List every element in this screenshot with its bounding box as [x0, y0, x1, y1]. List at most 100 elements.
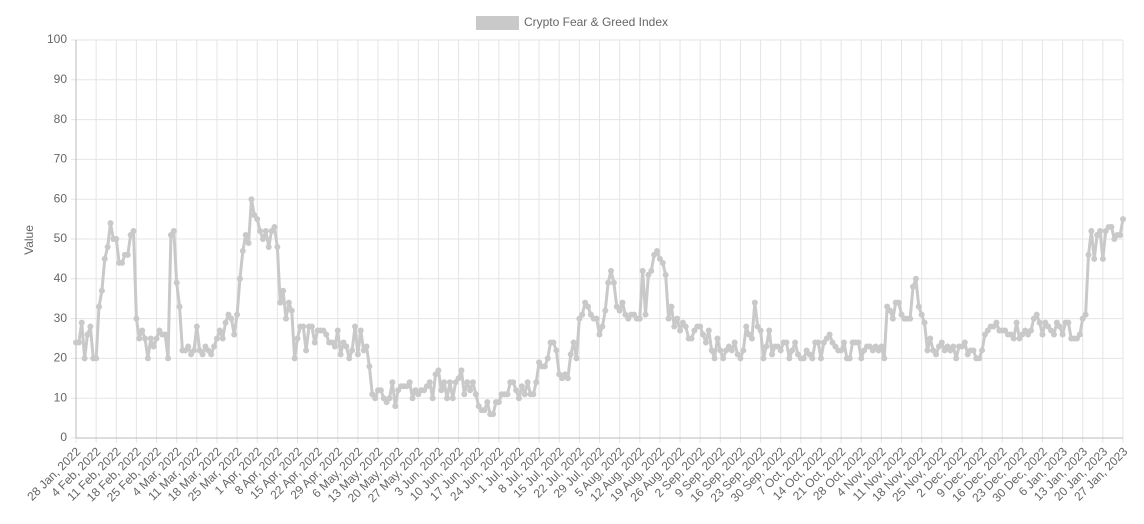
data-point	[245, 239, 252, 246]
data-point	[809, 355, 816, 362]
data-point	[101, 255, 108, 262]
data-point	[840, 339, 847, 346]
data-point	[495, 399, 502, 406]
data-point	[659, 259, 666, 266]
data-point	[1117, 232, 1124, 239]
data-point	[671, 323, 678, 330]
data-point	[363, 343, 370, 350]
y-tick-label: 100	[47, 32, 67, 46]
data-point	[236, 275, 243, 282]
data-point	[150, 343, 157, 350]
data-point	[970, 347, 977, 354]
data-point	[541, 363, 548, 370]
data-point	[602, 307, 609, 314]
data-point	[570, 339, 577, 346]
data-point	[139, 327, 146, 334]
data-point	[277, 299, 284, 306]
data-point	[1091, 255, 1098, 262]
data-point	[777, 347, 784, 354]
data-point	[147, 335, 154, 342]
data-point	[392, 403, 399, 410]
data-point	[107, 220, 114, 227]
data-point	[323, 331, 330, 338]
data-point	[136, 335, 143, 342]
data-point	[216, 327, 223, 334]
data-point	[303, 347, 310, 354]
data-point	[605, 279, 612, 286]
data-point	[910, 283, 917, 290]
data-point	[458, 367, 465, 374]
data-point	[596, 331, 603, 338]
data-point	[469, 379, 476, 386]
data-point	[599, 323, 606, 330]
data-point	[1050, 331, 1057, 338]
data-point	[176, 303, 183, 310]
data-point	[953, 355, 960, 362]
y-axis-title: Value	[22, 225, 36, 255]
data-point	[579, 311, 586, 318]
data-point	[737, 355, 744, 362]
data-point	[1082, 311, 1089, 318]
data-point	[878, 343, 885, 350]
data-point	[1013, 319, 1020, 326]
data-point	[211, 343, 218, 350]
data-point	[242, 232, 249, 239]
data-point	[208, 351, 215, 358]
y-tick-label: 30	[54, 311, 68, 325]
data-point	[130, 228, 137, 235]
data-point	[711, 355, 718, 362]
data-point	[222, 319, 229, 326]
data-point	[619, 299, 626, 306]
data-point	[976, 355, 983, 362]
data-point	[357, 327, 364, 334]
data-point	[142, 335, 149, 342]
y-tick-label: 50	[54, 231, 68, 245]
data-point	[700, 331, 707, 338]
data-point	[757, 327, 764, 334]
data-point	[789, 347, 796, 354]
data-point	[254, 216, 261, 223]
data-point	[717, 347, 724, 354]
y-tick-label: 40	[54, 271, 68, 285]
data-point	[515, 395, 522, 402]
data-point	[96, 303, 103, 310]
data-point	[760, 355, 767, 362]
data-point	[610, 279, 617, 286]
data-point	[950, 343, 957, 350]
data-point	[441, 379, 448, 386]
data-point	[311, 339, 318, 346]
data-point	[567, 351, 574, 358]
data-point	[444, 395, 451, 402]
data-point	[792, 339, 799, 346]
data-point	[1027, 327, 1034, 334]
data-point	[593, 315, 600, 322]
data-point	[533, 379, 540, 386]
data-point	[553, 347, 560, 354]
data-point	[190, 347, 197, 354]
data-point	[435, 367, 442, 374]
data-point	[938, 339, 945, 346]
data-point	[234, 311, 241, 318]
data-point	[1085, 251, 1092, 258]
data-point	[838, 347, 845, 354]
data-point	[714, 335, 721, 342]
data-point	[438, 387, 445, 394]
data-point	[337, 351, 344, 358]
data-point	[751, 299, 758, 306]
data-point	[979, 347, 986, 354]
data-point	[573, 355, 580, 362]
data-point	[763, 343, 770, 350]
data-point	[1096, 228, 1103, 235]
data-point	[881, 355, 888, 362]
data-point	[1036, 319, 1043, 326]
data-point	[648, 267, 655, 274]
y-tick-label: 90	[54, 72, 68, 86]
data-point	[786, 355, 793, 362]
data-point	[927, 335, 934, 342]
data-point	[887, 307, 894, 314]
data-point	[124, 251, 131, 258]
data-point	[308, 323, 315, 330]
data-point	[720, 355, 727, 362]
data-point	[193, 323, 200, 330]
data-point	[702, 339, 709, 346]
